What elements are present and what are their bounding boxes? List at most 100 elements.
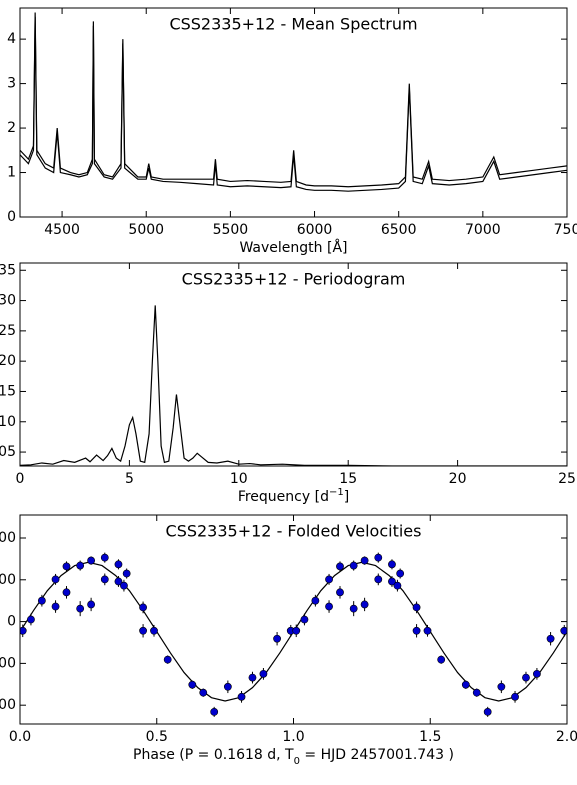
x-tick-label: 5 [125,471,134,487]
axes-frame [19,514,568,725]
x-tick-label: 25 [558,471,576,487]
y-tick-label: 15 [0,383,16,399]
data-point [237,692,246,701]
data-point [37,596,46,605]
data-point [336,588,344,597]
x-axis-label-part: −1 [329,487,344,498]
x-tick-label: 0.5 [146,729,168,745]
y-tick-label: 25 [0,323,16,339]
y-tick-label: 20 [0,353,16,369]
chart-title: CSS2335+12 - Periodogram [182,270,406,289]
data-point [114,560,123,569]
data-point [560,626,567,635]
data-point [199,688,208,697]
data-point [292,626,301,635]
data-point [259,669,268,678]
x-axis-label-part: Frequency [d [238,489,329,505]
x-tick-label: 4500 [44,222,80,238]
data-point [51,602,60,611]
data-point [163,655,172,664]
y-tick-label: 05 [0,444,16,460]
x-axis-label: Wavelength [Å] [239,239,347,256]
data-point [497,682,506,691]
x-axis-label-part: Phase (P = 0.1618 d, T [133,747,294,763]
x-tick-label: 750 [554,222,577,238]
y-tick-label: 10 [0,414,16,430]
axes-frame [19,262,568,467]
data-point [360,600,369,609]
data-point [300,615,309,624]
data-point [27,615,35,624]
y-tick-label: 4 [7,31,16,47]
x-tick-label: 1.5 [419,729,441,745]
x-tick-label: 0.0 [9,729,31,745]
y-tick-label: 0 [7,614,16,630]
x-tick-label: 10 [230,471,248,487]
data-point [374,553,383,562]
x-axis-label: Phase (P = 0.1618 d, T0 = HJD 2457001.74… [133,747,454,767]
data-point [76,561,85,570]
y-tick-label: 1 [7,165,16,181]
y-tick-label: 00 [0,572,16,588]
data-point [76,604,85,613]
data-point [533,669,541,678]
data-point [87,600,96,609]
data-point [336,562,344,571]
x-tick-label: 7000 [465,222,501,238]
data-point [139,626,147,635]
data-point [62,588,71,597]
y-tick-label: 30 [0,293,16,309]
plot-area [20,12,567,192]
data-point [412,626,421,635]
data-point [122,569,131,578]
data-point [87,556,96,565]
data-point [360,556,369,565]
data-point [325,575,333,584]
y-tick-label: 2 [7,120,16,136]
data-point [388,577,396,586]
line [20,16,567,192]
chart-title: CSS2335+12 - Folded Velocities [166,522,422,541]
axes-frame [19,7,568,218]
data-point [522,673,530,682]
y-tick-label: 0 [7,209,16,225]
plot-area [20,305,567,466]
data-point [273,634,281,643]
data-point [120,581,128,590]
data-point [248,673,257,682]
data-point [100,553,109,562]
data-point [483,707,492,716]
data-point [139,603,147,612]
data-point [437,655,446,664]
data-point [20,626,27,635]
data-point [374,575,383,584]
data-point [393,581,402,590]
data-point [51,575,60,584]
data-point [114,577,123,586]
data-point [423,626,432,635]
x-tick-label: 2.0 [556,729,577,745]
data-point [546,634,555,643]
x-tick-label: 0 [16,471,25,487]
data-point [511,692,519,701]
data-point [311,596,320,605]
data-point [396,569,405,578]
data-point [349,561,358,570]
y-tick-label: 35 [0,262,16,278]
data-point [188,680,197,689]
data-point [349,604,358,613]
data-point [461,680,470,689]
data-point [100,575,109,584]
data-point [472,688,481,697]
chart-title: CSS2335+12 - Mean Spectrum [169,15,417,34]
data-point [412,603,421,612]
data-point [223,682,232,691]
data-point [210,707,219,716]
x-axis-label-part: = HJD 2457001.743 ) [300,747,454,763]
x-axis-label-part: Wavelength [Å] [239,239,347,256]
x-axis-label-part: ] [344,489,349,505]
y-tick-label: 3 [7,76,16,92]
data-point [325,602,333,611]
